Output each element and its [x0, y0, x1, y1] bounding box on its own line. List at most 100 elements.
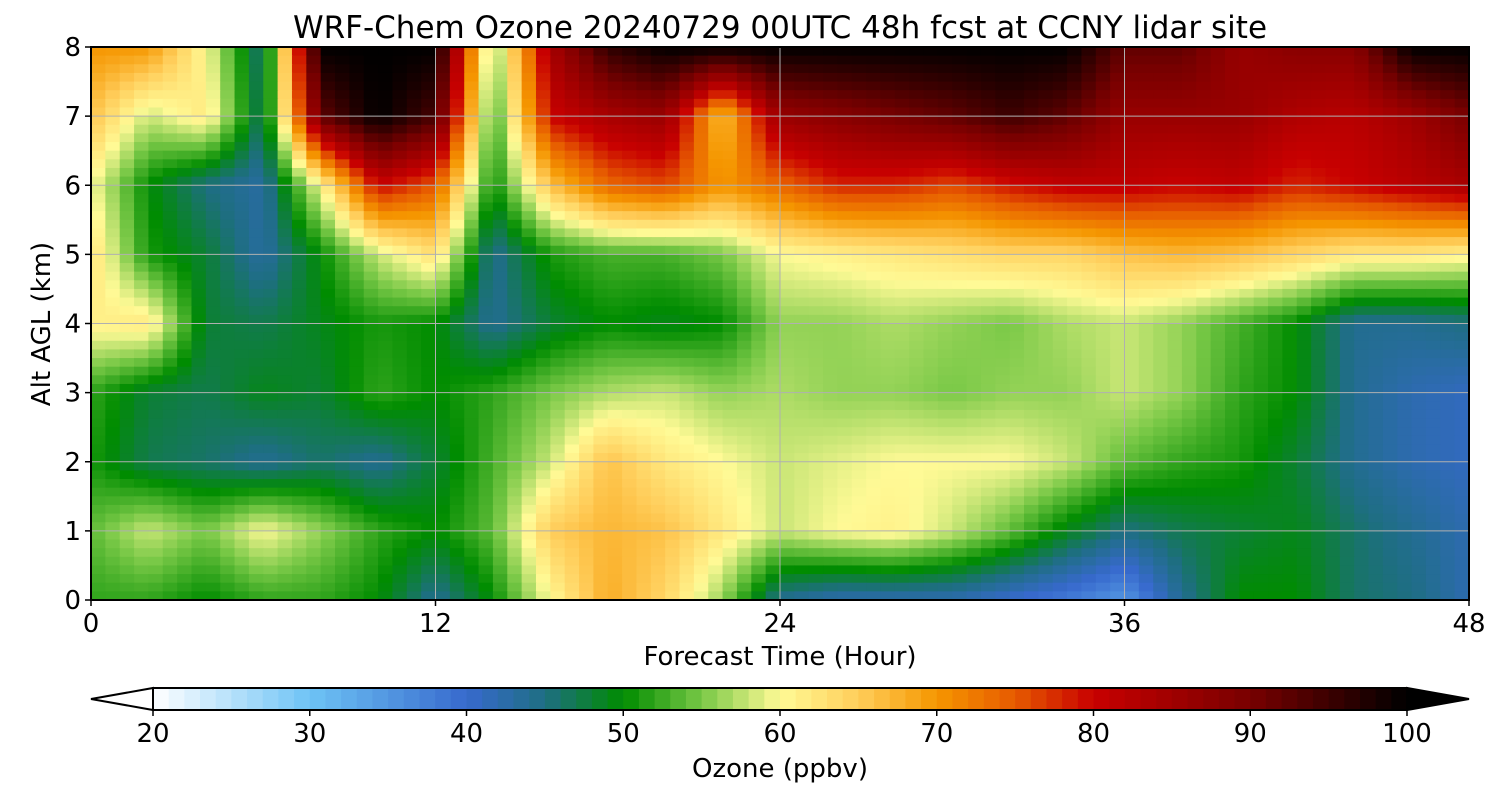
heatmap-cell [765, 176, 781, 186]
heatmap-cell [535, 479, 551, 489]
heatmap-cell [263, 461, 279, 471]
heatmap-cell [1153, 340, 1169, 351]
heatmap-cell [765, 366, 781, 376]
heatmap-cell [1311, 340, 1327, 351]
heatmap-cell [320, 401, 336, 411]
heatmap-cell [291, 444, 307, 454]
heatmap-cell [306, 332, 322, 342]
heatmap-cell [1009, 237, 1025, 247]
heatmap-cell [837, 366, 853, 376]
heatmap-cell [1411, 185, 1427, 195]
heatmap-cell [406, 228, 422, 238]
heatmap-cell [937, 288, 953, 299]
heatmap-cell [837, 288, 853, 299]
heatmap-cell [406, 453, 422, 463]
heatmap-cell [665, 444, 681, 454]
heatmap-cell [780, 228, 795, 238]
heatmap-cell [1440, 185, 1456, 195]
heatmap-cell [866, 375, 882, 385]
heatmap-cell [521, 427, 537, 437]
heatmap-cell [449, 461, 465, 471]
heatmap-cell [521, 64, 537, 74]
heatmap-cell [622, 323, 638, 333]
heatmap-cell [177, 245, 193, 255]
heatmap-cell [392, 167, 408, 178]
heatmap-cell [564, 176, 580, 186]
heatmap-cell [406, 64, 422, 74]
heatmap-cell [607, 349, 623, 359]
heatmap-cell [665, 237, 681, 247]
heatmap-cell [464, 479, 480, 489]
heatmap-cell [1024, 461, 1039, 471]
heatmap-cell [406, 185, 422, 195]
heatmap-cell [837, 435, 853, 446]
heatmap-cell [91, 98, 106, 109]
heatmap-cell [306, 280, 322, 290]
heatmap-cell [1210, 288, 1226, 299]
heatmap-cell [1153, 47, 1169, 57]
heatmap-cell [248, 124, 264, 135]
heatmap-cell [291, 418, 307, 428]
heatmap-cell [1024, 418, 1039, 428]
heatmap-cell [1382, 453, 1398, 463]
heatmap-cell [1138, 358, 1154, 368]
heatmap-cell [507, 237, 523, 247]
heatmap-cell [765, 453, 781, 463]
heatmap-cell [837, 211, 853, 221]
heatmap-cell [1268, 280, 1283, 290]
heatmap-cell [579, 193, 594, 204]
heatmap-cell [191, 98, 207, 109]
heatmap-cell [1382, 470, 1398, 480]
heatmap-cell [1067, 418, 1083, 428]
heatmap-cell [1181, 142, 1197, 152]
heatmap-cell [665, 116, 681, 126]
heatmap-cell [1181, 306, 1197, 316]
heatmap-cell [823, 133, 839, 143]
heatmap-cell [1052, 64, 1068, 74]
heatmap-cell [1311, 418, 1327, 428]
heatmap-cell [607, 90, 623, 100]
heatmap-cell [1196, 124, 1212, 135]
heatmap-cell [91, 401, 106, 411]
heatmap-cell [1311, 375, 1327, 385]
heatmap-cell [1239, 366, 1255, 376]
heatmap-cell [105, 461, 121, 471]
heatmap-cell [679, 228, 695, 238]
heatmap-cell [1397, 47, 1413, 57]
heatmap-cell [995, 90, 1011, 100]
heatmap-cell [937, 409, 953, 420]
heatmap-cell [162, 427, 178, 437]
heatmap-cell [1239, 124, 1255, 135]
heatmap-cell [780, 142, 795, 152]
heatmap-cell [693, 124, 709, 135]
heatmap-cell [808, 444, 824, 454]
heatmap-cell [220, 245, 236, 255]
heatmap-cell [880, 314, 896, 325]
heatmap-cell [1081, 427, 1097, 437]
heatmap-cell [751, 176, 767, 186]
heatmap-cell [507, 98, 523, 109]
heatmap-cell [880, 358, 896, 368]
heatmap-cell [335, 323, 350, 333]
heatmap-cell [622, 435, 638, 446]
heatmap-cell [378, 418, 394, 428]
heatmap-cell [406, 435, 422, 446]
heatmap-cell [823, 288, 839, 299]
heatmap-cell [995, 159, 1011, 169]
heatmap-cell [1425, 470, 1441, 480]
heatmap-cell [449, 202, 465, 212]
heatmap-cell [248, 470, 264, 480]
heatmap-cell [1110, 237, 1126, 247]
heatmap-cell [550, 254, 566, 264]
heatmap-cell [736, 383, 752, 394]
heatmap-cell [593, 487, 609, 497]
heatmap-cell [335, 211, 350, 221]
heatmap-cell [363, 409, 379, 420]
heatmap-cell [1397, 150, 1413, 160]
heatmap-cell [535, 340, 551, 351]
heatmap-cell [622, 375, 638, 385]
heatmap-cell [1224, 81, 1240, 91]
heatmap-cell [220, 435, 236, 446]
heatmap-cell [291, 453, 307, 463]
heatmap-cell [1081, 133, 1097, 143]
